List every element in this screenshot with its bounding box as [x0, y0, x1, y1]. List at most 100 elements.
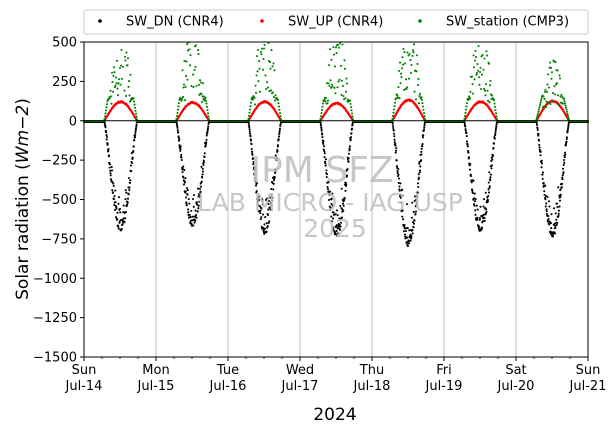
- sw-dn-point: [411, 221, 415, 224]
- sw-dn-point: [206, 132, 209, 135]
- sw-dn-point: [465, 131, 468, 135]
- sw-dn-point: [472, 179, 475, 182]
- sw-dn-point: [415, 201, 418, 204]
- sw-dn-point: [545, 213, 549, 216]
- sw-station-point: [195, 84, 198, 87]
- sw-dn-point: [116, 211, 119, 214]
- sw-station-point: [538, 104, 542, 107]
- sw-station-point: [186, 78, 189, 81]
- sw-dn-point: [108, 163, 112, 166]
- sw-station-point: [547, 86, 551, 89]
- sw-station-point: [472, 54, 475, 57]
- sw-dn-point: [535, 123, 539, 126]
- sw-station-point: [540, 97, 543, 100]
- sw-dn-point: [535, 121, 538, 125]
- sw-dn-point: [550, 231, 553, 234]
- sw-station-point: [200, 100, 204, 103]
- sw-dn-point: [113, 195, 116, 198]
- sw-station-point: [488, 84, 492, 87]
- sw-dn-point: [547, 200, 551, 203]
- sw-dn-point: [335, 224, 338, 227]
- sw-dn-point: [267, 208, 270, 211]
- sw-dn-point: [248, 132, 252, 135]
- sw-station-point: [340, 93, 343, 97]
- sw-dn-point: [127, 176, 131, 180]
- sw-dn-point: [563, 151, 567, 154]
- sw-dn-point: [490, 164, 494, 167]
- sw-station-point: [535, 116, 539, 119]
- sw-dn-point: [253, 176, 256, 180]
- sw-dn-point: [201, 173, 204, 176]
- sw-dn-point: [544, 198, 547, 201]
- sw-dn-point: [397, 173, 400, 176]
- sw-station-point: [486, 99, 490, 102]
- sw-dn-point: [404, 235, 407, 238]
- sw-dn-point: [494, 127, 498, 130]
- sw-station-point: [183, 99, 187, 102]
- sw-dn-point: [194, 209, 197, 212]
- sw-dn-point: [260, 225, 263, 228]
- sw-dn-point: [336, 214, 339, 217]
- sw-station-point: [134, 109, 137, 112]
- sw-dn-point: [132, 145, 135, 148]
- sw-dn-point: [188, 202, 191, 205]
- sw-station-point: [553, 93, 557, 96]
- sw-station-point: [482, 87, 486, 90]
- sw-dn-point: [467, 156, 471, 159]
- sw-dn-point: [273, 171, 277, 175]
- sw-station-point: [121, 65, 125, 68]
- sw-station-point: [104, 112, 107, 115]
- sw-station-point: [253, 96, 256, 99]
- sw-dn-point: [542, 181, 545, 185]
- sw-dn-point: [181, 171, 184, 174]
- sw-station-point: [207, 115, 210, 118]
- sw-station-point: [129, 73, 132, 76]
- sw-dn-point: [549, 222, 553, 225]
- sw-dn-point: [323, 156, 326, 159]
- sw-dn-point: [253, 173, 256, 176]
- sw-dn-point: [561, 167, 565, 170]
- sw-dn-point: [409, 233, 412, 236]
- sw-dn-point: [411, 229, 414, 232]
- sw-station-point: [391, 117, 394, 121]
- sw-dn-point: [325, 176, 328, 179]
- sw-dn-point: [319, 124, 323, 127]
- sw-dn-point: [267, 200, 271, 203]
- sw-dn-point: [128, 186, 131, 189]
- sw-station-point: [320, 108, 324, 112]
- sw-dn-point: [195, 201, 198, 204]
- sw-dn-point: [278, 133, 281, 136]
- sw-station-point: [463, 115, 467, 118]
- sw-station-point: [119, 64, 123, 67]
- sw-dn-point: [252, 160, 255, 164]
- sw-station-point: [398, 97, 401, 100]
- sw-station-point: [550, 77, 553, 80]
- sw-dn-point: [116, 218, 119, 221]
- sw-dn-point: [463, 122, 466, 125]
- sw-station-point: [417, 77, 420, 80]
- sw-dn-point: [105, 135, 109, 139]
- sw-station-point: [110, 71, 114, 74]
- sw-station-point: [415, 54, 419, 57]
- sw-station-point: [406, 51, 409, 54]
- grid-lines: [155, 42, 517, 357]
- sw-station-point: [399, 72, 403, 75]
- sw-dn-point: [184, 177, 187, 180]
- sw-dn-point: [196, 187, 200, 190]
- sw-dn-point: [492, 142, 496, 145]
- sw-dn-point: [115, 207, 118, 210]
- sw-dn-point: [134, 131, 137, 134]
- sw-station-point: [467, 95, 471, 98]
- sw-station-point: [418, 95, 421, 98]
- sw-dn-point: [123, 221, 126, 224]
- sw-dn-point: [413, 199, 416, 202]
- sw-station-point: [342, 98, 346, 101]
- sw-dn-point: [130, 170, 133, 173]
- sw-station-point: [270, 49, 273, 52]
- sw-dn-point: [559, 195, 562, 198]
- sw-dn-point: [187, 211, 190, 214]
- sw-dn-point: [188, 213, 191, 216]
- sw-dn-point: [327, 181, 330, 184]
- sw-dn-point: [420, 147, 423, 150]
- sw-station-point: [350, 109, 353, 112]
